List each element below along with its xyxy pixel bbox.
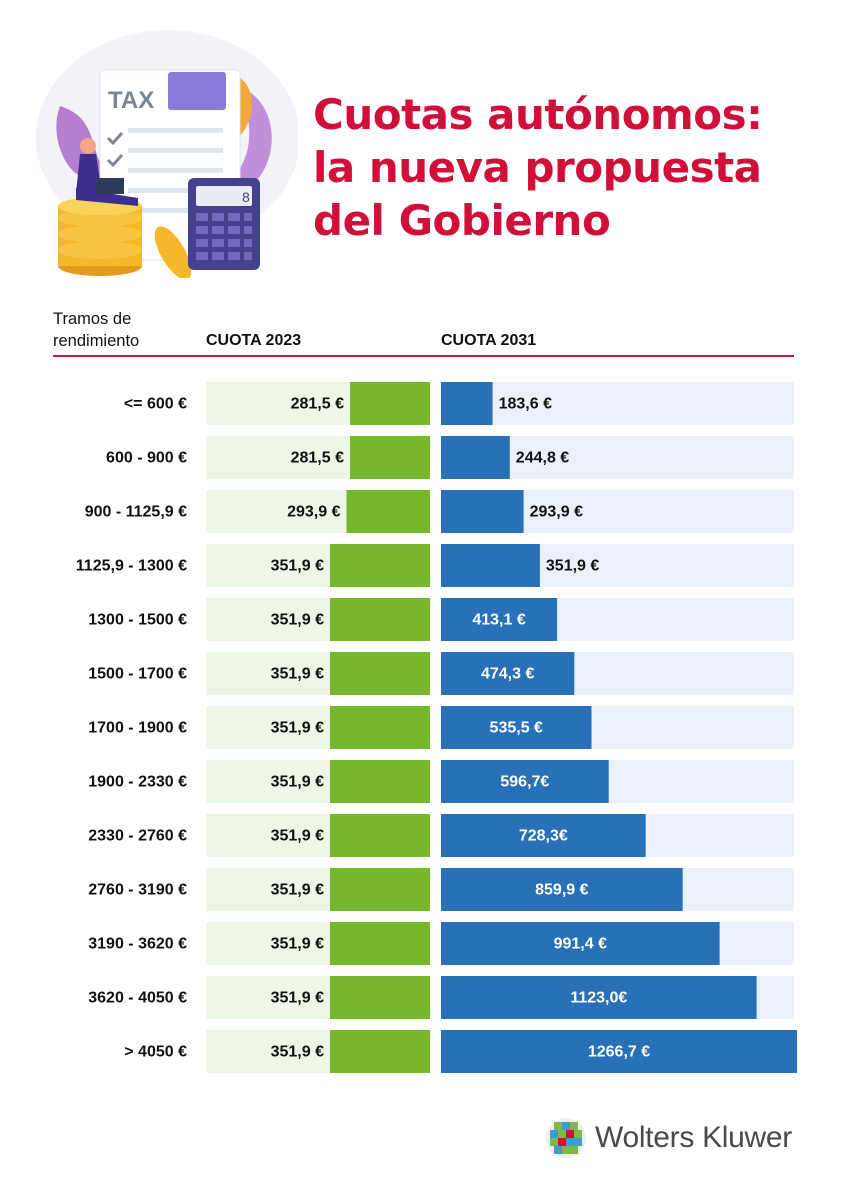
bar-2023: [330, 760, 430, 803]
cuota-2031-header: CUOTA 2031: [441, 332, 537, 349]
bar-2023-label: 351,9 €: [271, 720, 324, 737]
stacked-coins-icon: [58, 197, 142, 276]
bar-2031-label: 413,1 €: [472, 612, 525, 629]
bar-2031: [441, 490, 524, 533]
tax-illustration: TAX 8: [36, 30, 298, 278]
document-card-icon: [168, 72, 226, 110]
bar-2031: [441, 1030, 797, 1073]
bar-2031: [441, 922, 720, 965]
bar-2031-label: 183,6 €: [499, 396, 552, 413]
bar-2023-label: 351,9 €: [271, 774, 324, 791]
category-label: <= 600 €: [124, 396, 187, 413]
cuota-2023-header: CUOTA 2023: [206, 332, 302, 349]
checkmark-icons: [106, 131, 124, 168]
document-lines: [128, 128, 223, 213]
bar-2031-label: 991,4 €: [554, 936, 607, 953]
bar-2031: [441, 382, 493, 425]
bar-2023: [330, 652, 430, 695]
bar-2031: [441, 814, 646, 857]
category-label: 1700 - 1900 €: [88, 720, 187, 737]
category-label: 600 - 900 €: [106, 450, 187, 467]
bar-2023-label: 351,9 €: [271, 612, 324, 629]
bar-2031-label: 351,9 €: [546, 558, 599, 575]
bar-2023: [350, 436, 430, 479]
bar-2031-label: 859,9 €: [535, 882, 588, 899]
bar-2023-label: 351,9 €: [271, 936, 324, 953]
calculator-icon: 8: [188, 178, 260, 270]
bar-2031: [441, 976, 757, 1019]
bar-2023-label: 281,5 €: [291, 450, 344, 467]
tramos-header-line-2: rendimiento: [53, 332, 140, 350]
purple-leaf-right: [233, 88, 272, 188]
bar-2031-label: 596,7€: [500, 774, 549, 791]
title-line-2: la nueva propuesta: [313, 143, 762, 192]
category-label: 1125,9 - 1300 €: [76, 558, 187, 575]
bar-2023-label: 351,9 €: [271, 1044, 324, 1061]
category-label: 1500 - 1700 €: [88, 666, 187, 683]
category-label: 1300 - 1500 €: [88, 612, 187, 629]
bar-2031-label: 293,9 €: [530, 504, 583, 521]
category-label: 1900 - 2330 €: [88, 774, 187, 791]
bar-2031-label: 535,5 €: [490, 720, 543, 737]
header-divider: [53, 355, 794, 357]
title-line-3: del Gobierno: [313, 196, 611, 245]
bar-2031-label: 474,3 €: [481, 666, 534, 683]
bar-2023: [330, 868, 430, 911]
bar-2023: [330, 598, 430, 641]
bar-2031: [441, 436, 510, 479]
bar-2031: [441, 544, 540, 587]
bar-2023-label: 351,9 €: [271, 828, 324, 845]
category-label: 2760 - 3190 €: [88, 882, 187, 899]
bar-2023-label: 351,9 €: [271, 666, 324, 683]
bar-2031-label: 1266,7 €: [588, 1044, 650, 1061]
category-label: 3620 - 4050 €: [88, 990, 187, 1007]
person-with-laptop-icon: [76, 138, 138, 206]
bar-2031: [441, 598, 558, 641]
bar-2023: [330, 976, 430, 1019]
bar-2023: [350, 382, 430, 425]
tramos-header-line-1: Tramos de: [53, 310, 132, 328]
bar-2023: [330, 544, 430, 587]
bar-2031: [441, 868, 683, 911]
bar-2023-label: 351,9 €: [271, 558, 324, 575]
category-label: > 4050 €: [124, 1044, 187, 1061]
bar-2023: [330, 1030, 430, 1073]
bar-2023: [346, 490, 430, 533]
bar-2023-label: 351,9 €: [271, 990, 324, 1007]
bar-2031: [441, 652, 575, 695]
bar-2023: [330, 706, 430, 749]
wolters-kluwer-logo: Wolters Kluwer: [545, 1117, 792, 1159]
wolters-kluwer-logo-icon: [546, 1118, 586, 1158]
bar-2023-label: 351,9 €: [271, 882, 324, 899]
bar-2031: [441, 706, 592, 749]
bar-2031-track: [441, 382, 794, 425]
bar-2031: [441, 760, 609, 803]
category-label: 2330 - 2760 €: [88, 828, 187, 845]
bar-2031-label: 244,8 €: [516, 450, 569, 467]
brand-name: Wolters Kluwer: [595, 1121, 792, 1154]
coin-icon: [154, 226, 192, 278]
bar-2023: [330, 814, 430, 857]
tramos-header: Tramos de rendimiento: [53, 308, 193, 352]
bar-2023-label: 293,9 €: [287, 504, 340, 521]
calculator-display: 8: [242, 189, 250, 205]
category-label: 900 - 1125,9 €: [85, 504, 187, 521]
title-line-1: Cuotas autónomos:: [313, 90, 763, 139]
bar-2023: [330, 922, 430, 965]
bar-2031-label: 1123,0€: [570, 990, 627, 1007]
bar-2023-label: 281,5 €: [291, 396, 344, 413]
bar-2031-label: 728,3€: [519, 828, 568, 845]
page-title: Cuotas autónomos: la nueva propuesta del…: [313, 88, 813, 247]
category-label: 3190 - 3620 €: [88, 936, 187, 953]
tax-document-label: TAX: [108, 87, 154, 114]
